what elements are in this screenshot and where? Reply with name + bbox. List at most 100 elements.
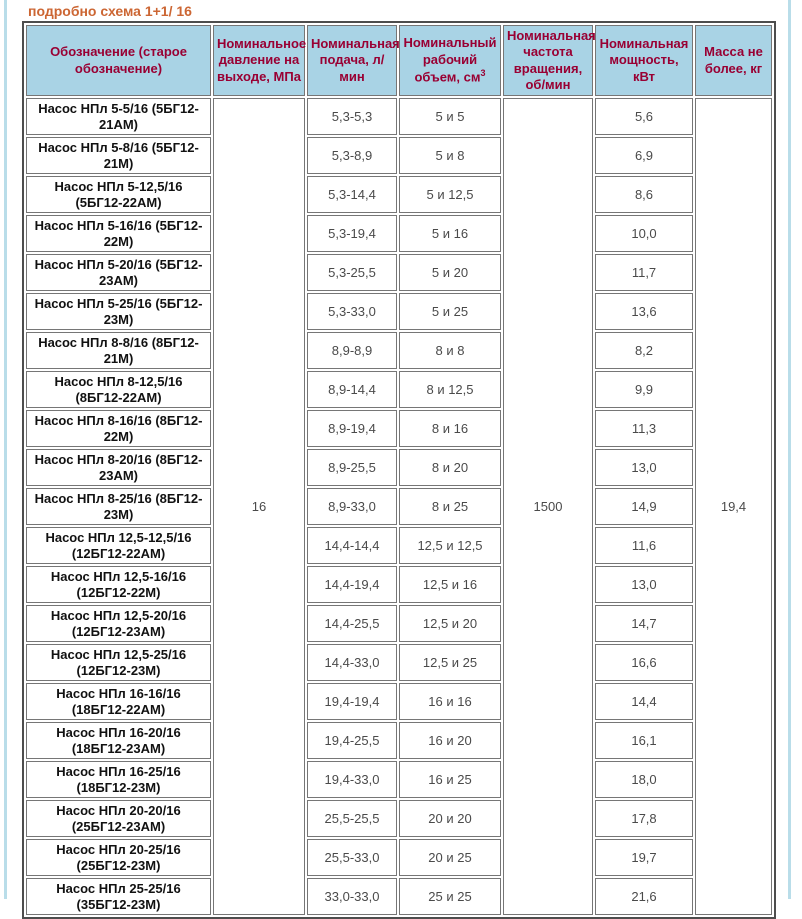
table-row: Насос НПл 5-16/16 (5БГ12-22М) 5,3-19,4 5 и…: [26, 215, 772, 252]
cell-flow: 8,9-19,4: [307, 410, 397, 447]
cell-pressure-merged: 16: [213, 98, 305, 915]
table-row: Насос НПл 8-16/16 (8БГ12-22М) 8,9-19,4 8 и…: [26, 410, 772, 447]
cell-flow: 14,4-14,4: [307, 527, 397, 564]
table-row: Насос НПл 8-8/16 (8БГ12-21М) 8,9-8,9 8 и 8…: [26, 332, 772, 369]
cell-power: 17,8: [595, 800, 693, 837]
cell-power: 6,9: [595, 137, 693, 174]
header-volume-label: Номинальный рабочий объем, см: [403, 35, 497, 85]
cell-speed-merged: 1500: [503, 98, 593, 915]
page-right-border: [788, 0, 791, 899]
cell-designation: Насос НПл 12,5-12,5/16 (12БГ12-22АМ): [26, 527, 211, 564]
cell-power: 11,7: [595, 254, 693, 291]
cell-power: 16,6: [595, 644, 693, 681]
cell-designation: Насос НПл 8-16/16 (8БГ12-22М): [26, 410, 211, 447]
cell-designation: Насос НПл 16-16/16 (18БГ12-22АМ): [26, 683, 211, 720]
cell-power: 8,6: [595, 176, 693, 213]
table-row: Насос НПл 5-20/16 (5БГ12-23АМ) 5,3-25,5 5 …: [26, 254, 772, 291]
table-header: Обозначение (старое обозначение) Номинал…: [26, 25, 772, 96]
cell-designation: Насос НПл 8-25/16 (8БГ12-23М): [26, 488, 211, 525]
cell-volume: 16 и 20: [399, 722, 501, 759]
cell-volume: 8 и 16: [399, 410, 501, 447]
cell-volume: 8 и 25: [399, 488, 501, 525]
cell-flow: 25,5-25,5: [307, 800, 397, 837]
cell-flow: 8,9-14,4: [307, 371, 397, 408]
cell-flow: 5,3-5,3: [307, 98, 397, 135]
cell-volume: 12,5 и 20: [399, 605, 501, 642]
cell-designation: Насос НПл 12,5-25/16 (12БГ12-23М): [26, 644, 211, 681]
cell-power: 13,6: [595, 293, 693, 330]
cell-volume: 5 и 20: [399, 254, 501, 291]
cell-designation: Насос НПл 5-25/16 (5БГ12-23М): [26, 293, 211, 330]
cell-volume: 20 и 25: [399, 839, 501, 876]
cell-power: 9,9: [595, 371, 693, 408]
header-designation: Обозначение (старое обозначение): [26, 25, 211, 96]
cell-flow: 14,4-25,5: [307, 605, 397, 642]
table-row: Насос НПл 16-20/16 (18БГ12-23АМ) 19,4-25,…: [26, 722, 772, 759]
cell-volume: 16 и 16: [399, 683, 501, 720]
cell-power: 14,9: [595, 488, 693, 525]
cell-power: 10,0: [595, 215, 693, 252]
cell-flow: 8,9-8,9: [307, 332, 397, 369]
cell-designation: Насос НПл 8-20/16 (8БГ12-23АМ): [26, 449, 211, 486]
cell-power: 13,0: [595, 566, 693, 603]
cell-power: 16,1: [595, 722, 693, 759]
cell-flow: 5,3-14,4: [307, 176, 397, 213]
cell-volume: 12,5 и 16: [399, 566, 501, 603]
table-row: Насос НПл 12,5-16/16 (12БГ12-22М) 14,4-19…: [26, 566, 772, 603]
table-row: Насос НПл 5-25/16 (5БГ12-23М) 5,3-33,0 5 и…: [26, 293, 772, 330]
table-row: Насос НПл 16-16/16 (18БГ12-22АМ) 19,4-19,…: [26, 683, 772, 720]
table-row: Насос НПл 8-20/16 (8БГ12-23АМ) 8,9-25,5 8 …: [26, 449, 772, 486]
page-left-border: [4, 0, 7, 899]
cell-volume: 5 и 25: [399, 293, 501, 330]
cell-power: 8,2: [595, 332, 693, 369]
table-row: Насос НПл 8-25/16 (8БГ12-23М) 8,9-33,0 8 и…: [26, 488, 772, 525]
cell-designation: Насос НПл 8-12,5/16 (8БГ12-22АМ): [26, 371, 211, 408]
cell-volume: 25 и 25: [399, 878, 501, 915]
header-mass: Масса не более, кг: [695, 25, 772, 96]
cell-power: 21,6: [595, 878, 693, 915]
cell-volume: 12,5 и 25: [399, 644, 501, 681]
cell-power: 14,7: [595, 605, 693, 642]
cell-flow: 8,9-25,5: [307, 449, 397, 486]
cell-volume: 5 и 12,5: [399, 176, 501, 213]
header-pressure: Номинальное давление на выходе, МПа: [213, 25, 306, 96]
cell-power: 5,6: [595, 98, 693, 135]
cell-flow: 19,4-33,0: [307, 761, 397, 798]
cell-flow: 19,4-19,4: [307, 683, 397, 720]
cell-flow: 5,3-8,9: [307, 137, 397, 174]
cell-designation: Насос НПл 12,5-20/16 (12БГ12-23АМ): [26, 605, 211, 642]
cell-designation: Насос НПл 12,5-16/16 (12БГ12-22М): [26, 566, 211, 603]
cell-flow: 25,5-33,0: [307, 839, 397, 876]
table-row: Насос НПл 5-12,5/16 (5БГ12-22АМ) 5,3-14,4…: [26, 176, 772, 213]
cell-flow: 5,3-25,5: [307, 254, 397, 291]
table-row: Насос НПл 20-25/16 (25БГ12-23М) 25,5-33,0…: [26, 839, 772, 876]
table-row: Насос НПл 5-8/16 (5БГ12-21М) 5,3-8,9 5 и 8…: [26, 137, 772, 174]
table-row: Насос НПл 8-12,5/16 (8БГ12-22АМ) 8,9-14,4…: [26, 371, 772, 408]
cell-flow: 19,4-25,5: [307, 722, 397, 759]
table-row: Насос НПл 25-25/16 (35БГ12-23М) 33,0-33,0…: [26, 878, 772, 915]
cell-power: 11,6: [595, 527, 693, 564]
cell-volume: 5 и 16: [399, 215, 501, 252]
pump-spec-table: Обозначение (старое обозначение) Номинал…: [22, 21, 776, 919]
cell-designation: Насос НПл 20-20/16 (25БГ12-23АМ): [26, 800, 211, 837]
detail-scheme-link[interactable]: подробно схема 1+1/ 16: [28, 3, 192, 19]
cell-designation: Насос НПл 8-8/16 (8БГ12-21М): [26, 332, 211, 369]
table-row: Насос НПл 12,5-12,5/16 (12БГ12-22АМ) 14,4…: [26, 527, 772, 564]
cell-designation: Насос НПл 25-25/16 (35БГ12-23М): [26, 878, 211, 915]
cell-volume: 5 и 8: [399, 137, 501, 174]
header-flow: Номинальная подача, л/ мин: [307, 25, 400, 96]
cell-flow: 8,9-33,0: [307, 488, 397, 525]
cell-volume: 8 и 8: [399, 332, 501, 369]
cell-volume: 20 и 20: [399, 800, 501, 837]
cell-power: 13,0: [595, 449, 693, 486]
cell-flow: 5,3-19,4: [307, 215, 397, 252]
table-row: Насос НПл 16-25/16 (18БГ12-23М) 19,4-33,0…: [26, 761, 772, 798]
cell-designation: Насос НПл 5-20/16 (5БГ12-23АМ): [26, 254, 211, 291]
cell-volume: 8 и 12,5: [399, 371, 501, 408]
header-volume: Номинальный рабочий объем, см3: [399, 25, 501, 96]
header-speed: Номинальная частота вращения, об/мин: [503, 25, 596, 96]
cell-designation: Насос НПл 16-20/16 (18БГ12-23АМ): [26, 722, 211, 759]
cell-volume: 5 и 5: [399, 98, 501, 135]
cell-designation: Насос НПл 5-12,5/16 (5БГ12-22АМ): [26, 176, 211, 213]
table-row: Насос НПл 20-20/16 (25БГ12-23АМ) 25,5-25,…: [26, 800, 772, 837]
